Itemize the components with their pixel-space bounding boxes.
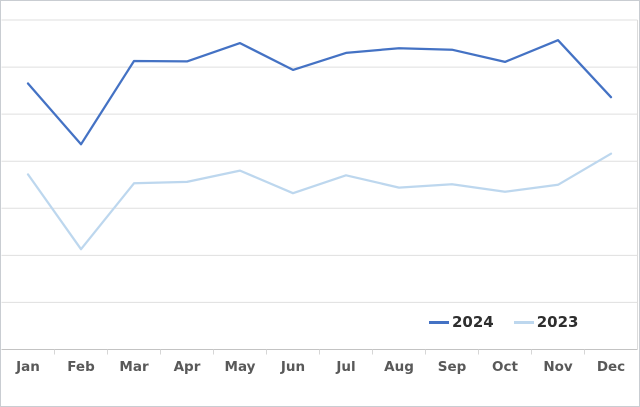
x-axis-label-feb: Feb <box>67 359 95 375</box>
x-axis-label-dec: Dec <box>596 359 626 375</box>
x-axis-label-oct: Oct <box>492 359 518 375</box>
x-axis-label-mar: Mar <box>119 359 149 375</box>
legend-item-2023[interactable]: 2023 <box>513 313 579 332</box>
legend-label-2023: 2023 <box>536 313 579 331</box>
x-axis-label-sep: Sep <box>437 359 467 375</box>
x-axis-label-nov: Nov <box>543 359 573 375</box>
x-axis-label-apr: Apr <box>173 359 201 375</box>
legend-line-swatch-2023-icon <box>513 321 534 324</box>
x-axis-label-jun: Jun <box>280 359 306 375</box>
legend-label-2024: 2024 <box>452 313 494 331</box>
legend-item-2024[interactable]: 2024 <box>429 313 494 332</box>
x-axis-label-may: May <box>224 359 256 375</box>
x-axis-label-aug: Aug <box>384 359 414 375</box>
legend-line-swatch-2024-icon <box>429 321 449 324</box>
legend: 2024 2023 <box>429 313 579 332</box>
x-axis-label-jan: Jan <box>16 359 40 375</box>
x-axis-label-jul: Jul <box>336 359 356 375</box>
series-line-2024[interactable] <box>26 39 613 146</box>
series-line-2023[interactable] <box>26 152 613 251</box>
